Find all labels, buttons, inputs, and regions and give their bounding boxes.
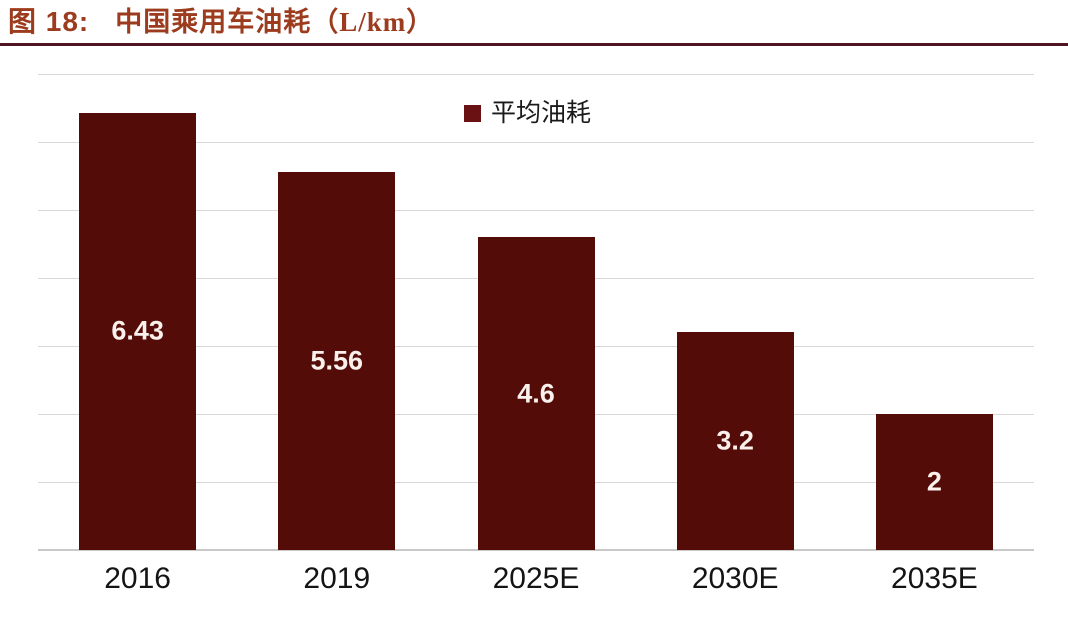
figure-header: 图 18: 中国乘用车油耗（L/km） (8, 6, 435, 38)
title-underline-rule (0, 43, 1068, 46)
gridline (38, 142, 1034, 143)
figure-title: 中国乘用车油耗（L/km） (115, 7, 435, 37)
x-axis-label-2016: 2016 (104, 562, 171, 595)
bar-value-label: 5.56 (310, 345, 364, 376)
legend-swatch-icon (464, 105, 481, 122)
x-axis-label-2035E: 2035E (891, 562, 978, 595)
bar-2025E: 4.6 (477, 237, 595, 550)
bar-2035E: 2 (875, 414, 993, 550)
bar-2019: 5.56 (278, 171, 396, 550)
x-axis-label-2030E: 2030E (691, 562, 779, 595)
x-axis-label-2025E: 2025E (492, 562, 580, 595)
x-axis-tick-labels: 2016 2019 2025E 2030E 2035E (38, 562, 1034, 602)
legend-series-label: 平均油耗 (491, 100, 592, 127)
bar-2016: 6.43 (79, 112, 197, 550)
x-axis-label-2019: 2019 (303, 562, 371, 595)
figure-number-label: 图 18: (8, 6, 90, 37)
bar-2030E: 3.2 (676, 332, 794, 550)
bar-value-label: 2 (926, 466, 942, 497)
bar-value-label: 3.2 (716, 425, 754, 456)
chart-legend: 平均油耗 (464, 101, 591, 126)
bar-value-label: 6.43 (111, 315, 164, 346)
bar-chart-plot-area: 6.43 5.56 4.6 3.2 2 (38, 74, 1034, 551)
bar-value-label: 4.6 (517, 378, 555, 409)
gridline (38, 210, 1034, 211)
x-axis-line (38, 549, 1034, 551)
gridline (38, 74, 1034, 75)
